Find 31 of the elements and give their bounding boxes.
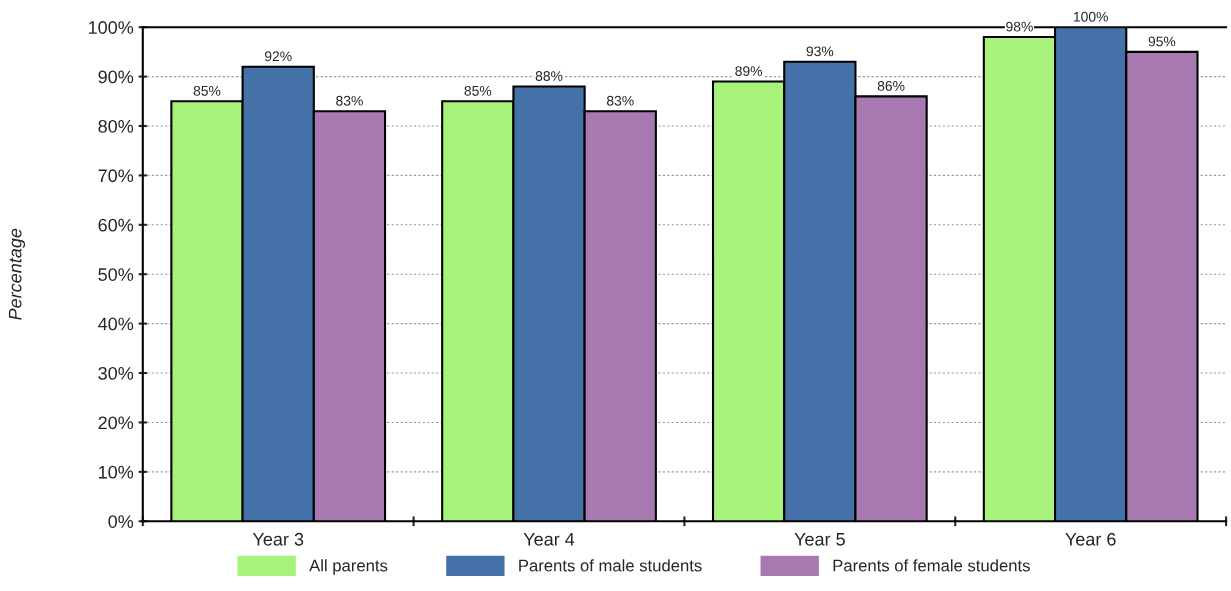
x-tick-label: Year 3	[252, 532, 304, 546]
data-label: 95%	[1148, 36, 1176, 47]
data-label: 93%	[806, 46, 834, 57]
data-label: 89%	[735, 66, 763, 77]
y-tick-label: 40%	[98, 317, 134, 331]
data-label: 98%	[1006, 21, 1033, 32]
data-label: 88%	[535, 71, 563, 81]
y-tick-label: 10%	[99, 465, 134, 479]
y-tick-label: 50%	[98, 268, 134, 281]
y-tick-label: 90%	[98, 70, 134, 84]
y-tick-label: 60%	[98, 218, 134, 232]
x-tick-label: Year 5	[794, 533, 845, 546]
x-tick-label: Year 6	[1065, 532, 1116, 546]
y-tick-label: 80%	[98, 119, 134, 133]
legend-label: Parents of female students	[833, 559, 1030, 572]
data-label: 92%	[264, 51, 292, 62]
legend-label: All parents	[309, 559, 388, 575]
data-label: 83%	[336, 95, 363, 106]
data-label: 83%	[606, 95, 634, 106]
legend-label: Parents of male students	[519, 559, 702, 572]
data-label: 85%	[193, 85, 221, 96]
y-tick-label: 20%	[98, 416, 134, 430]
x-tick-label: Year 4	[523, 533, 575, 546]
data-label: 100%	[1073, 11, 1108, 22]
data-label: 86%	[877, 81, 905, 91]
y-tick-label: 70%	[98, 169, 134, 183]
y-tick-label: 0%	[108, 515, 134, 528]
y-tick-label: 100%	[88, 21, 134, 34]
y-tick-label: 30%	[98, 366, 134, 380]
y-axis-title: Percentage	[8, 228, 26, 320]
data-label: 85%	[464, 85, 492, 96]
